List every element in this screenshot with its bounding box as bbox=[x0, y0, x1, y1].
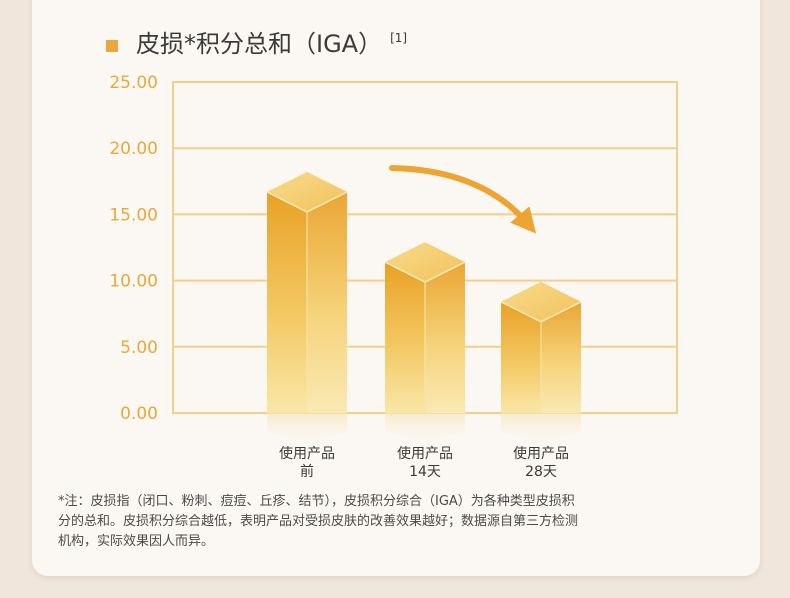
bar-right-face bbox=[425, 262, 465, 413]
chart-title: 皮损*积分总和（IGA） bbox=[136, 30, 383, 58]
decrease-trend-arrow bbox=[389, 165, 537, 234]
chart-title-row: 皮损*积分总和（IGA） [1] bbox=[106, 28, 407, 60]
x-category-label: 28天 bbox=[525, 464, 557, 480]
footnote: *注：皮损指（闭口、粉刺、痘痘、丘疹、结节），皮损积分综合（IGA）为各种类型皮… bbox=[58, 492, 748, 552]
y-tick-label: 25.00 bbox=[109, 73, 158, 93]
x-category-label: 14天 bbox=[409, 464, 441, 480]
y-tick-label: 20.00 bbox=[109, 139, 158, 159]
y-tick-label: 15.00 bbox=[109, 205, 158, 225]
bar bbox=[384, 242, 466, 413]
bar-left-face bbox=[385, 262, 425, 413]
x-category-label: 前 bbox=[300, 463, 314, 480]
footnote-line: 分的总和。皮损积分综合越低，表明产品对受损皮肤的改善效果越好；数据源自第三方检测 bbox=[58, 514, 579, 529]
x-category-label: 使用产品 bbox=[279, 445, 335, 462]
bar bbox=[266, 171, 348, 413]
x-category-label: 使用产品 bbox=[513, 445, 569, 462]
title-bullet-icon bbox=[106, 40, 118, 52]
bar-right-face bbox=[307, 191, 347, 413]
x-category-label: 使用产品 bbox=[397, 445, 453, 462]
y-tick-label: 10.00 bbox=[109, 272, 158, 292]
bar bbox=[500, 281, 582, 413]
reference-mark: [1] bbox=[390, 31, 408, 45]
footnote-line: *注：皮损指（闭口、粉刺、痘痘、丘疹、结节），皮损积分综合（IGA）为各种类型皮… bbox=[58, 494, 575, 509]
footnote-line: 机构，实际效果因人而异。 bbox=[58, 534, 215, 549]
bar-left-face bbox=[501, 301, 541, 413]
bar-right-face bbox=[541, 301, 581, 413]
bar-left-face bbox=[267, 191, 307, 413]
y-tick-label: 5.00 bbox=[120, 338, 158, 358]
y-tick-label: 0.00 bbox=[120, 404, 158, 424]
